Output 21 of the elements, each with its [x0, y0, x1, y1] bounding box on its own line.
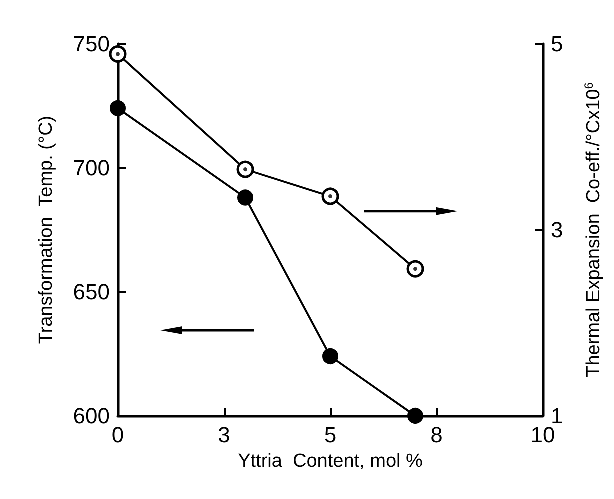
- y2-axis-title: Thermal Expansion Co-eff./°Cx106: [582, 82, 604, 378]
- y2-tick-label: 3: [551, 218, 564, 242]
- point: [322, 348, 338, 364]
- x-tick-label: 3: [218, 422, 230, 448]
- x-tick-label: 8: [430, 422, 443, 448]
- point: [406, 260, 424, 278]
- y-axis-title: Transformation Temp. (°C): [36, 116, 57, 344]
- point: [408, 408, 424, 424]
- x-tick-label: 0: [112, 422, 124, 448]
- point: [322, 188, 340, 206]
- point: [109, 45, 127, 63]
- y-tick-label: 600: [73, 404, 110, 428]
- x-tick-label: 5: [324, 422, 337, 448]
- point: [238, 190, 254, 206]
- y-tick-label: 700: [73, 156, 110, 180]
- point: [236, 160, 254, 178]
- y-tick-label: 650: [73, 280, 110, 304]
- point: [110, 100, 126, 116]
- y2-tick-label: 5: [551, 32, 564, 56]
- x-axis-title: Yttria Content, mol %: [238, 451, 424, 472]
- y-tick-label: 750: [73, 32, 110, 56]
